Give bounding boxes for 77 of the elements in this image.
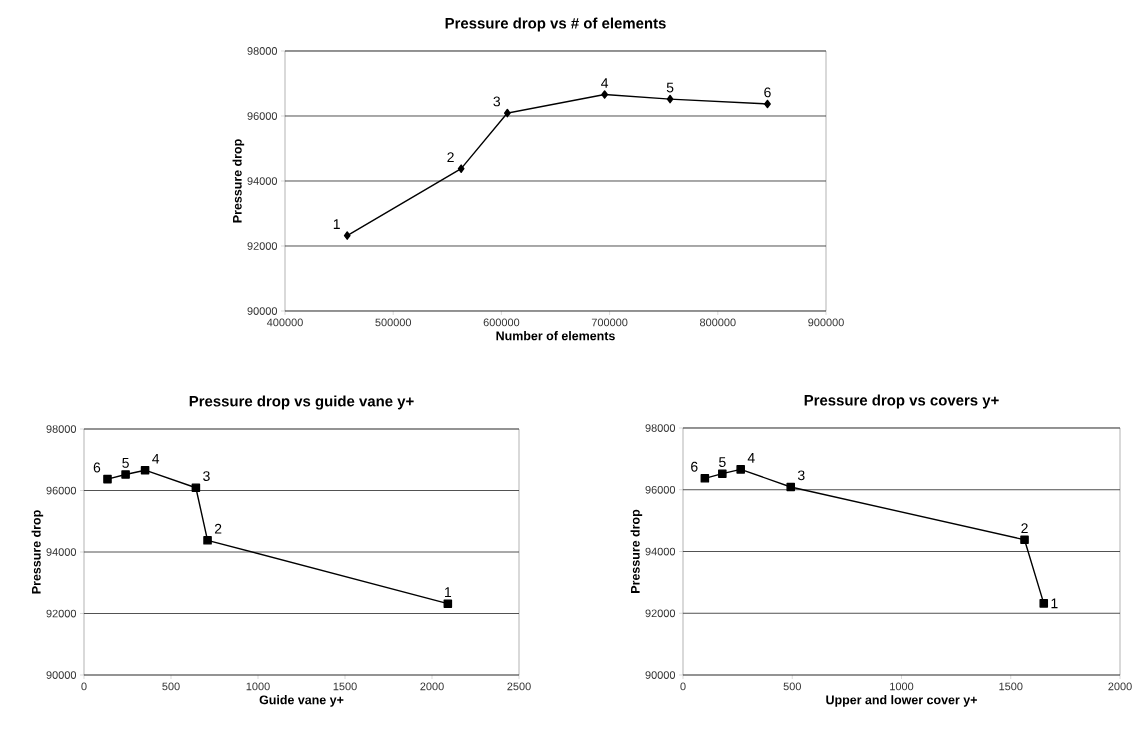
annotation: 2 xyxy=(447,152,454,162)
y-tick-label: 92000 xyxy=(247,242,278,250)
annotation: 5 xyxy=(122,458,129,468)
annotation: 3 xyxy=(493,96,501,107)
y-axis-title: Pressure drop xyxy=(232,139,245,223)
point xyxy=(191,483,201,493)
x-axis-title: Number of elements xyxy=(496,331,615,341)
y-tick-label: 90000 xyxy=(247,307,278,315)
annotation: 3 xyxy=(203,471,210,482)
annotation: 5 xyxy=(666,82,674,93)
point xyxy=(666,94,674,104)
x-tick-label: 1000 xyxy=(890,682,914,691)
x-tick-label: 600000 xyxy=(483,318,520,327)
y-tick-label: 94000 xyxy=(645,547,676,556)
annotation: 1 xyxy=(333,219,340,229)
y-tick-label: 90000 xyxy=(645,671,676,679)
point xyxy=(700,474,710,483)
x-tick-label: 2000 xyxy=(1108,682,1132,691)
point xyxy=(443,599,453,608)
point xyxy=(601,90,609,99)
chart-title: Pressure drop vs guide vane y+ xyxy=(189,395,414,410)
point xyxy=(736,465,745,474)
annotation: 6 xyxy=(764,87,771,98)
x-axis-title: Guide vane y+ xyxy=(259,695,344,707)
x-tick-label: 500000 xyxy=(375,318,412,327)
y-tick-label: 98000 xyxy=(46,425,77,433)
point xyxy=(457,164,465,173)
annotation: 4 xyxy=(152,453,160,464)
x-tick-label: 1500 xyxy=(333,682,357,691)
x-tick-label: 1500 xyxy=(999,682,1023,691)
x-tick-label: 1000 xyxy=(246,682,270,691)
annotation: 4 xyxy=(601,78,609,88)
y-axis-title: Pressure drop xyxy=(31,510,44,594)
annotation: 2 xyxy=(214,523,222,534)
y-tick-label: 96000 xyxy=(46,486,77,495)
point xyxy=(103,474,112,484)
x-tick-label: 700000 xyxy=(591,318,628,327)
x-tick-label: 2000 xyxy=(420,682,444,691)
y-tick-label: 96000 xyxy=(247,112,278,120)
x-tick-label: 0 xyxy=(680,682,686,691)
annotation: 1 xyxy=(445,587,452,597)
x-tick-label: 400000 xyxy=(266,318,303,327)
annotation: 5 xyxy=(719,457,726,467)
annotation: 2 xyxy=(1021,523,1028,534)
point xyxy=(764,99,771,109)
x-tick-label: 500 xyxy=(162,682,180,691)
y-tick-label: 90000 xyxy=(46,671,77,679)
chart-title: Pressure drop vs covers y+ xyxy=(804,394,999,409)
point xyxy=(503,108,511,118)
point xyxy=(121,470,130,479)
point xyxy=(343,231,351,240)
y-tick-label: 94000 xyxy=(46,548,77,556)
point xyxy=(140,465,150,475)
y-tick-label: 92000 xyxy=(46,609,77,618)
annotation: 4 xyxy=(747,453,755,463)
annotation: 1 xyxy=(1051,598,1058,609)
point xyxy=(718,469,727,478)
point xyxy=(1020,535,1029,545)
chart-title: Pressure drop vs # of elements xyxy=(445,17,666,32)
y-axis-title: Pressure drop xyxy=(630,509,643,593)
point xyxy=(1039,599,1049,608)
x-tick-label: 900000 xyxy=(808,318,844,327)
y-tick-label: 96000 xyxy=(645,485,676,494)
y-tick-label: 94000 xyxy=(247,177,278,185)
y-tick-label: 98000 xyxy=(645,424,676,432)
x-tick-label: 2500 xyxy=(507,682,531,691)
annotation: 3 xyxy=(797,470,805,481)
annotation: 6 xyxy=(691,461,698,472)
x-tick-label: 0 xyxy=(81,682,87,691)
x-tick-label: 500 xyxy=(783,682,801,691)
x-axis-title: Upper and lower cover y+ xyxy=(826,695,977,707)
y-tick-label: 98000 xyxy=(247,47,278,55)
x-tick-label: 800000 xyxy=(699,318,736,327)
annotation: 6 xyxy=(93,462,101,473)
y-tick-label: 92000 xyxy=(645,609,676,618)
point xyxy=(786,482,796,492)
point xyxy=(203,536,212,545)
